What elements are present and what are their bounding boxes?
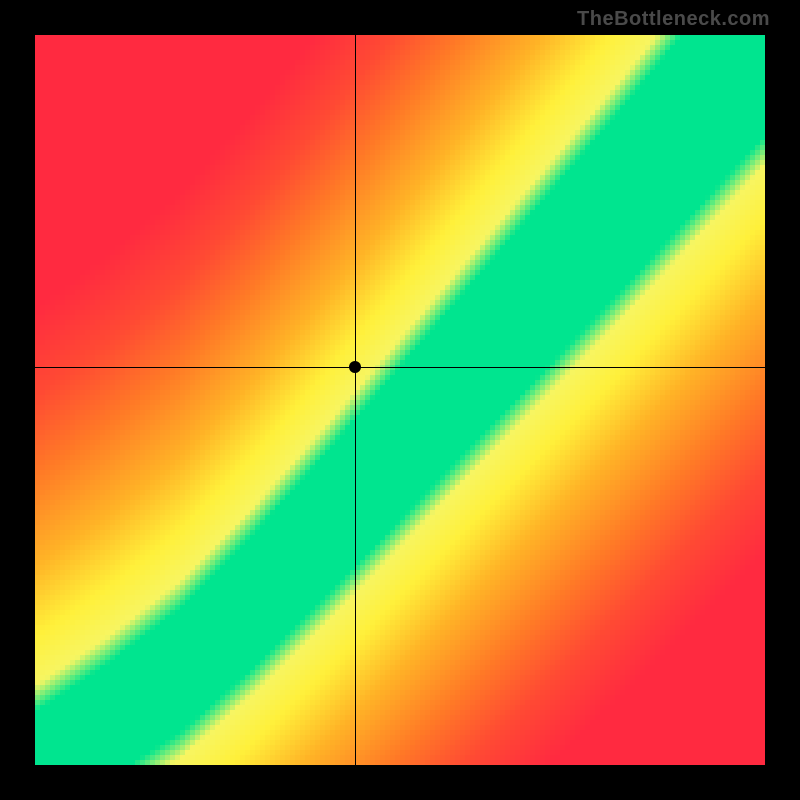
chart-container: TheBottleneck.com (0, 0, 800, 800)
data-point-marker (349, 361, 361, 373)
crosshair-horizontal (35, 367, 765, 368)
plot-area (35, 35, 765, 765)
heatmap-canvas (35, 35, 765, 765)
watermark-text: TheBottleneck.com (577, 8, 770, 31)
crosshair-vertical (355, 35, 356, 765)
